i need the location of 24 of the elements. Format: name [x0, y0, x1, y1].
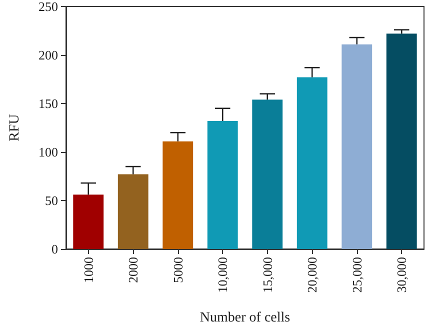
y-tick-label: 50 [45, 193, 58, 208]
bar [118, 174, 148, 249]
x-tick-label: 5000 [170, 257, 186, 283]
bar [342, 44, 372, 249]
y-tick-label: 0 [52, 242, 58, 256]
y-axis-title: RFU [8, 114, 22, 142]
bar [162, 141, 194, 249]
x-tick-label: 15,000 [260, 257, 275, 293]
bar [207, 120, 238, 249]
x-tick-label: 2000 [126, 257, 141, 283]
bar [252, 100, 283, 249]
x-tick-label: 25,000 [349, 257, 364, 293]
y-tick-label: 150 [38, 96, 58, 111]
y-tick-label: 100 [38, 144, 58, 160]
bar [73, 194, 104, 249]
x-tick-label: 1000 [80, 257, 96, 283]
x-tick-label: 30,000 [394, 257, 410, 293]
y-tick-label: 200 [38, 48, 58, 62]
x-tick-label: 20,000 [304, 257, 320, 293]
x-tick-label: 10,000 [215, 257, 230, 293]
y-tick-label: 250 [38, 0, 58, 14]
x-axis-title: Number of cells [200, 310, 290, 326]
bar [296, 77, 328, 249]
bar [386, 34, 417, 249]
